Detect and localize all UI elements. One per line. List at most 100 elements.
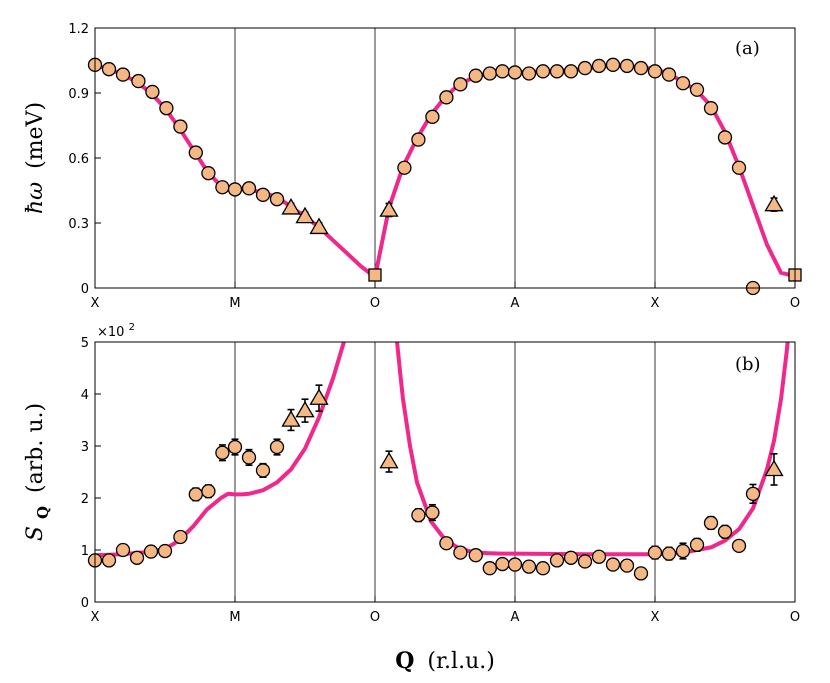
data-point-triangle — [379, 450, 399, 473]
y-axis-subscript-b: Q — [34, 506, 52, 519]
data-point-triangle — [295, 398, 315, 423]
marker-circle — [173, 529, 188, 545]
data-point-circle — [605, 57, 621, 72]
marker-circle — [173, 119, 188, 134]
x-axis-symbol: Q — [395, 648, 414, 674]
data-point-circle — [159, 101, 174, 116]
marker-circle — [633, 566, 649, 581]
marker-circle — [269, 439, 285, 455]
data-point-circle — [411, 508, 426, 523]
marker-triangle — [295, 206, 315, 224]
data-point-circle — [269, 438, 285, 456]
y-axis-symbol-a: ħω — [23, 182, 48, 214]
marker-circle — [482, 561, 497, 576]
y-tick-label: 2 — [81, 492, 89, 507]
x-tick-label: A — [511, 296, 520, 311]
x-tick-label: M — [229, 296, 240, 311]
y-tick-label: 0.3 — [68, 217, 89, 232]
x-tick-label: O — [370, 610, 380, 625]
data-point-circle — [101, 62, 117, 77]
data-point-circle — [549, 553, 565, 568]
data-point-circle — [717, 130, 733, 145]
marker-circle — [115, 542, 131, 558]
x-tick-label: O — [370, 296, 380, 311]
data-point-circle — [745, 483, 761, 505]
data-point-triangle — [281, 408, 301, 432]
marker-circle — [633, 60, 649, 76]
x-tick-label: X — [651, 296, 660, 311]
marker-circle — [255, 187, 271, 202]
y-tick-label: 1.2 — [68, 22, 89, 37]
data-point-circle — [453, 77, 468, 92]
marker-circle — [241, 450, 257, 465]
data-point-circle — [227, 438, 243, 456]
data-point-circle — [188, 487, 203, 502]
data-point-circle — [173, 529, 188, 545]
marker-circle — [453, 545, 468, 560]
data-point-triangle — [379, 200, 399, 218]
marker-triangle — [309, 217, 329, 235]
data-point-circle — [495, 64, 510, 79]
data-point-circle — [143, 544, 159, 559]
marker-triangle — [295, 400, 315, 418]
y-tick-label: 0 — [81, 596, 89, 611]
data-point-circle — [241, 181, 257, 196]
marker-circle — [143, 544, 159, 559]
marker-circle — [227, 182, 243, 197]
data-point-circle — [577, 60, 593, 76]
data-point-circle — [703, 101, 719, 116]
data-point-circle — [717, 524, 733, 539]
marker-circle — [439, 90, 454, 105]
marker-circle — [661, 546, 677, 561]
panel-tag-b: (b) — [735, 354, 761, 375]
data-point-circle — [201, 484, 216, 499]
data-point-circle — [563, 64, 579, 79]
axes-frame-b — [94, 341, 796, 603]
marker-circle — [468, 548, 483, 563]
marker-circle — [495, 556, 510, 572]
data-point-circle — [468, 68, 483, 83]
marker-circle — [535, 561, 551, 576]
data-point-circle — [129, 550, 145, 565]
marker-circle — [411, 132, 426, 147]
data-point-circle — [145, 84, 160, 100]
data-point-circle — [468, 548, 483, 563]
marker-circle — [647, 545, 663, 560]
marker-circle — [453, 77, 468, 92]
y-multiplier-base: ×10 — [97, 325, 124, 340]
data-point-circle — [619, 558, 635, 573]
marker-triangle — [379, 200, 399, 217]
data-point-triangle — [309, 217, 329, 235]
panel-a: 0 0.3 0.6 0.9 1.2 X M O A X O (a) ħω (meV) — [23, 22, 802, 311]
data-point-circle — [115, 67, 131, 82]
data-point-circle — [703, 515, 719, 531]
marker-circle — [507, 557, 523, 572]
marker-circle — [227, 439, 243, 455]
marker-circle — [521, 66, 537, 81]
data-point-circle — [535, 561, 551, 576]
marker-circle — [129, 550, 145, 565]
x-tick-label: O — [790, 296, 800, 311]
marker-circle — [591, 549, 607, 564]
data-point-circle — [482, 66, 497, 81]
data-point-circle — [411, 132, 426, 147]
marker-circle — [115, 67, 131, 82]
data-point-square — [368, 268, 382, 282]
x-tick-label: M — [229, 610, 240, 625]
marker-circle — [703, 515, 719, 531]
data-point-triangle — [764, 194, 784, 212]
marker-circle — [255, 463, 271, 478]
marker-circle — [577, 554, 593, 569]
marker-triangle — [281, 410, 301, 427]
marker-circle — [521, 559, 537, 574]
marker-circle — [507, 65, 523, 80]
data-point-circle — [482, 561, 497, 576]
data-point-circle — [241, 448, 257, 467]
data-point-circle — [731, 160, 747, 175]
data-point-circle — [605, 557, 621, 572]
data-point-circle — [507, 65, 523, 80]
marker-circle — [159, 101, 174, 116]
data-point-circle — [397, 160, 412, 175]
marker-circle — [577, 60, 593, 76]
data-point-circle — [507, 557, 523, 572]
